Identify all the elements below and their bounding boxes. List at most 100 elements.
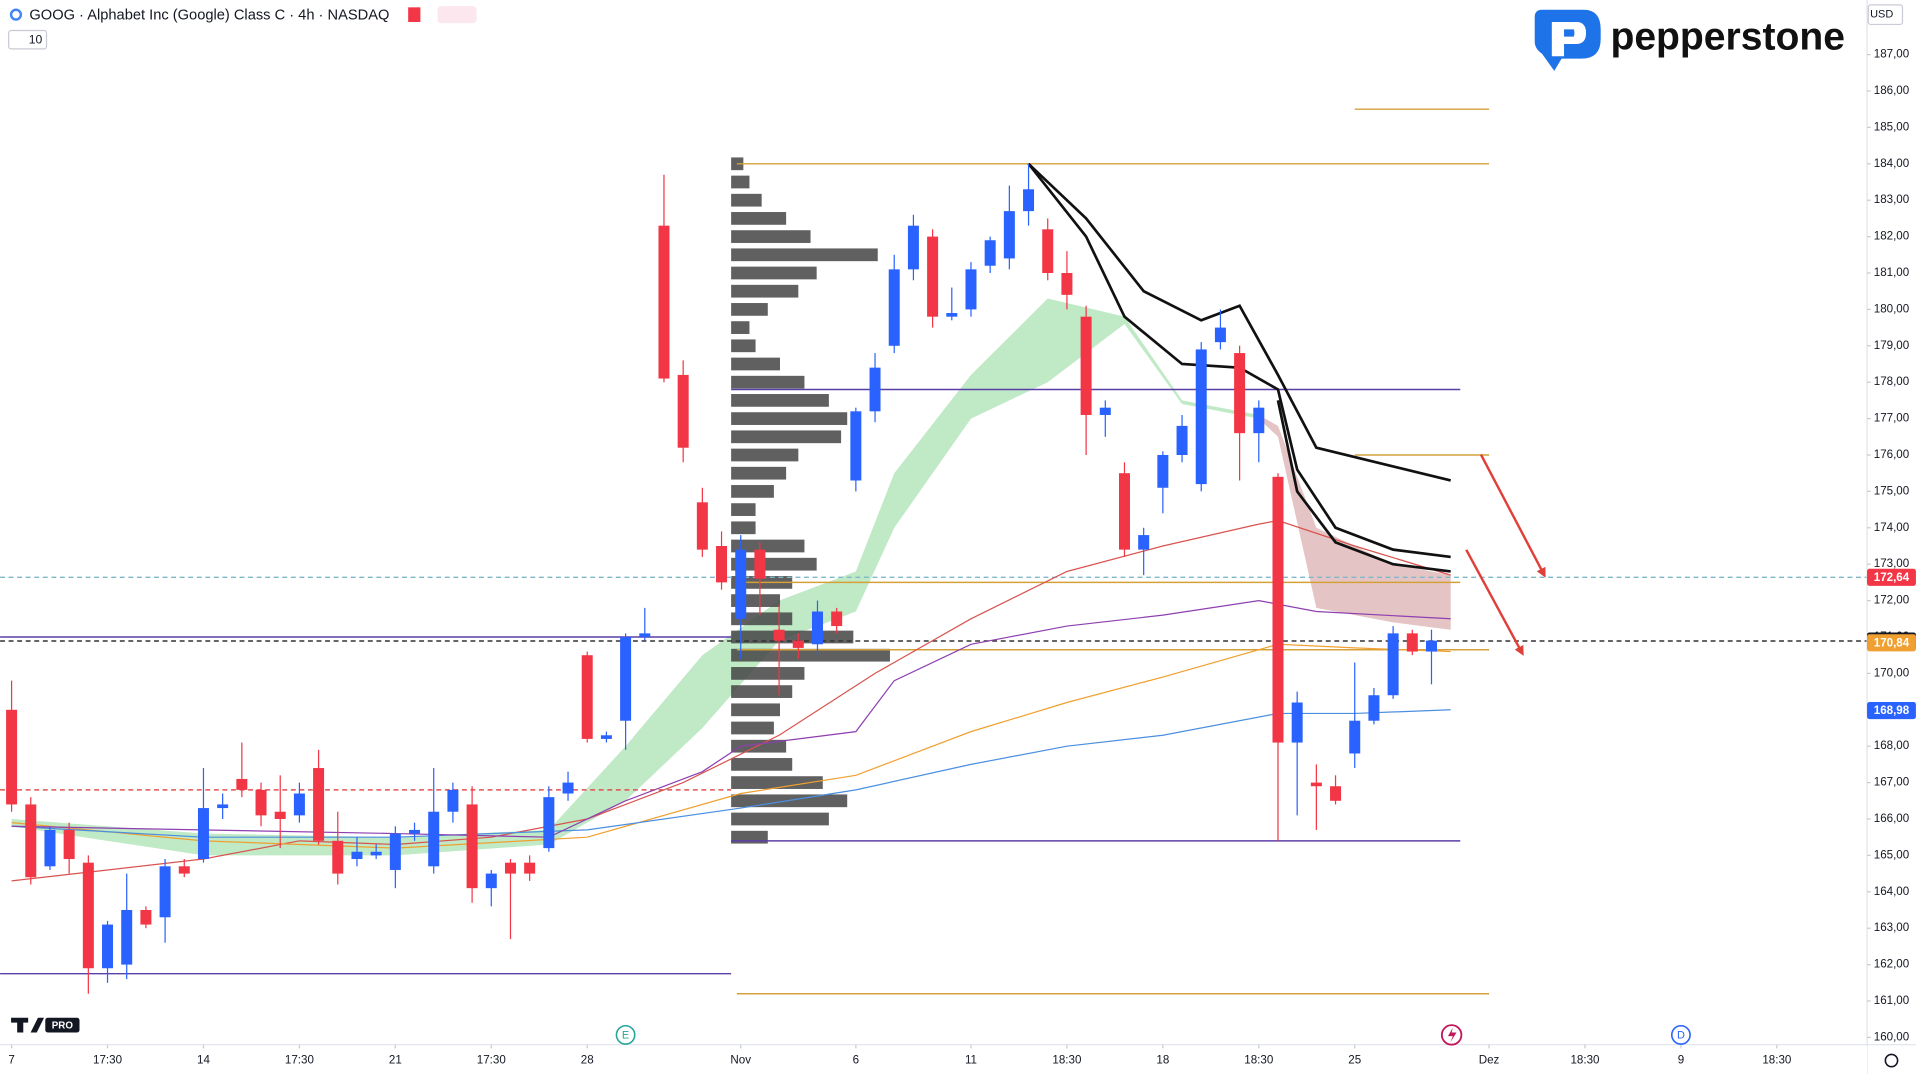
candle-body: [428, 811, 440, 867]
candle-body: [735, 549, 747, 619]
candle-body: [639, 633, 651, 637]
candle-body: [1118, 473, 1130, 550]
x-tick-label: 17:30: [93, 1054, 122, 1067]
candle-body: [773, 629, 785, 641]
y-tick-label: 172,00: [1874, 594, 1909, 607]
volume-profile-bar: [731, 667, 805, 680]
flag-icon[interactable]: [408, 7, 421, 22]
candle-body: [562, 782, 574, 794]
volume-profile-bar: [731, 284, 799, 298]
y-tick-label: 164,00: [1874, 885, 1909, 898]
event-marker[interactable]: [1670, 1024, 1691, 1045]
volume-profile-bar: [731, 303, 768, 316]
y-tick-label: 160,00: [1874, 1030, 1909, 1043]
candle-body: [332, 840, 344, 874]
brand-logo: pepperstone: [1534, 9, 1845, 71]
settings-icon[interactable]: [1884, 1053, 1899, 1068]
x-tick-label: Dez: [1479, 1054, 1500, 1067]
y-tick-label: 180,00: [1874, 302, 1909, 315]
candle-body: [1253, 407, 1265, 434]
y-tick-label: 176,00: [1874, 448, 1909, 461]
candle-body: [1061, 272, 1073, 295]
y-tick-label: 183,00: [1874, 193, 1909, 206]
pro-text: PRO: [52, 1020, 74, 1031]
volume-profile-bar: [731, 321, 750, 334]
indicator-line: [1027, 162, 1451, 559]
candle-body: [1080, 316, 1092, 415]
candle-body: [1368, 695, 1380, 721]
candle-body: [293, 793, 305, 816]
volume-profile-bar: [731, 266, 817, 280]
indicator-line: [11, 519, 1451, 882]
candle-body: [696, 502, 708, 550]
event-label: E: [622, 1029, 629, 1041]
candle-body: [1099, 407, 1111, 415]
annotation-arrow: [1465, 549, 1524, 656]
candle-body: [1138, 535, 1150, 550]
candle-body: [1291, 702, 1303, 743]
candle-body: [217, 804, 229, 809]
indicator-icons[interactable]: [437, 6, 477, 24]
candle-body: [658, 225, 670, 379]
y-tick-label: 174,00: [1874, 521, 1909, 534]
candle-body: [677, 374, 689, 448]
x-tick-label: 11: [965, 1054, 977, 1067]
interval-badge[interactable]: [8, 29, 48, 50]
price-badge: [1867, 568, 1916, 586]
candle-body: [466, 804, 478, 889]
indicator-line: [11, 643, 1451, 849]
y-tick-label: 168,00: [1874, 739, 1909, 752]
event-icon[interactable]: [1440, 1024, 1463, 1046]
annotation-arrow: [1479, 453, 1546, 578]
volume-profile-bar: [731, 430, 842, 444]
tv-mark: [11, 1017, 45, 1033]
candle-body: [236, 778, 248, 790]
volume-profile-bar: [731, 175, 750, 189]
y-tick-label: 177,00: [1874, 412, 1909, 425]
candle-body: [370, 851, 382, 856]
candle-body: [1042, 229, 1054, 273]
candle-body: [907, 225, 919, 270]
y-tick-label: 166,00: [1874, 812, 1909, 825]
x-tick-label: 18:30: [1570, 1054, 1599, 1067]
settings-gear[interactable]: [1884, 1053, 1899, 1068]
candle-body: [1003, 211, 1015, 259]
y-tick-label: 173,00: [1874, 557, 1909, 570]
candle-body: [581, 655, 593, 739]
y-tick-label: 186,00: [1874, 84, 1909, 97]
x-tick-label: 18:30: [1762, 1054, 1791, 1067]
y-tick-label: 185,00: [1874, 120, 1909, 133]
symbol-icon: [9, 8, 23, 21]
currency: USD: [1870, 9, 1893, 21]
volume-profile-bar: [731, 448, 799, 462]
price-badge: [1867, 634, 1916, 652]
candle-body: [946, 313, 958, 317]
volume-profile-bar: [731, 776, 823, 789]
price-badge-label: 172,64: [1874, 571, 1910, 584]
x-tick-label: 28: [581, 1054, 594, 1067]
volume-profile-bar: [731, 648, 890, 662]
candle-body: [1349, 720, 1361, 754]
plot-area: [0, 108, 1868, 995]
volume-profile-bar: [731, 539, 805, 553]
currency-badge[interactable]: [1867, 4, 1904, 26]
candle-body: [274, 811, 286, 819]
candle-body: [1157, 454, 1169, 488]
y-tick-label: 178,00: [1874, 375, 1909, 388]
candle-body: [1406, 633, 1418, 652]
volume-profile-bar: [731, 212, 787, 225]
pro-badge: [45, 1017, 80, 1033]
volume-profile-bar: [731, 830, 768, 844]
candle-body: [927, 236, 939, 317]
candle-body: [255, 789, 267, 816]
y-tick-label: 184,00: [1874, 157, 1909, 170]
event-icon-bolt: [1447, 1027, 1457, 1043]
candle-body: [754, 549, 766, 579]
indicator-line: [11, 709, 1451, 838]
candle-body: [792, 640, 804, 648]
event-marker[interactable]: [615, 1024, 636, 1045]
volume-profile-bar: [731, 557, 817, 571]
candle-body: [1425, 640, 1437, 652]
